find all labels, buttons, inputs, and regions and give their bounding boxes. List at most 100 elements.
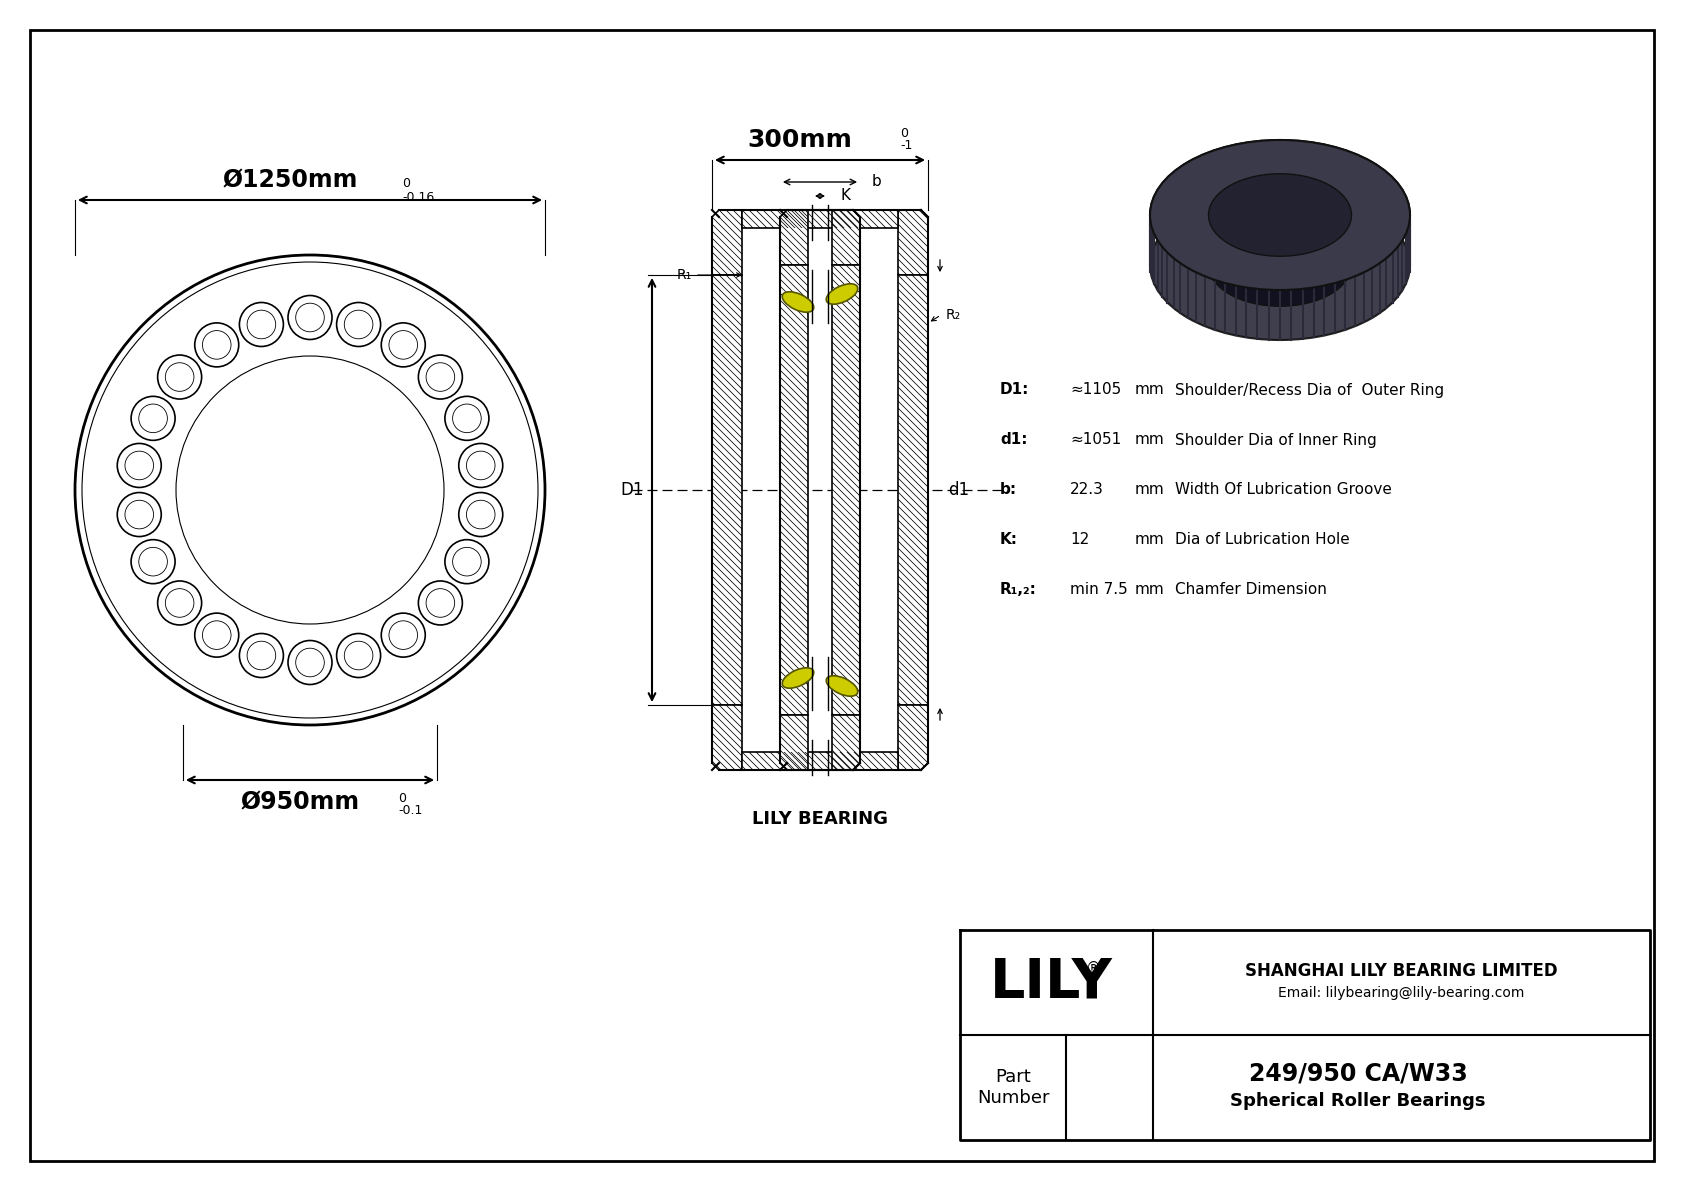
Circle shape: [184, 363, 438, 617]
Circle shape: [118, 493, 162, 537]
Circle shape: [76, 255, 546, 725]
Text: b:: b:: [1000, 482, 1017, 498]
Circle shape: [248, 641, 276, 669]
Text: Email: lilybearing@lily-bearing.com: Email: lilybearing@lily-bearing.com: [1278, 985, 1524, 999]
Text: ≈1051: ≈1051: [1069, 432, 1122, 448]
Circle shape: [158, 355, 202, 399]
Circle shape: [177, 356, 445, 624]
Circle shape: [418, 581, 463, 625]
Text: Dia of Lubrication Hole: Dia of Lubrication Hole: [1175, 532, 1351, 548]
Bar: [1384, 181, 1394, 187]
Circle shape: [131, 397, 175, 441]
Polygon shape: [780, 266, 808, 715]
Circle shape: [466, 451, 495, 480]
Polygon shape: [712, 705, 743, 771]
Circle shape: [296, 648, 325, 676]
Text: min 7.5: min 7.5: [1069, 582, 1128, 598]
Text: Spherical Roller Bearings: Spherical Roller Bearings: [1231, 1092, 1485, 1110]
Text: b: b: [872, 175, 882, 189]
Bar: [1398, 212, 1408, 218]
Ellipse shape: [827, 675, 857, 697]
Circle shape: [158, 581, 202, 625]
Text: LILY: LILY: [990, 955, 1113, 1010]
Text: -0.16: -0.16: [402, 191, 434, 204]
Circle shape: [381, 323, 426, 367]
Text: R₁,₂:: R₁,₂:: [1000, 582, 1037, 598]
Circle shape: [445, 540, 488, 584]
Text: R₁: R₁: [677, 268, 692, 282]
Text: -1: -1: [899, 139, 913, 152]
Circle shape: [239, 303, 283, 347]
Text: 22.3: 22.3: [1069, 482, 1105, 498]
Ellipse shape: [827, 283, 857, 304]
Ellipse shape: [1209, 174, 1352, 256]
Text: Ø1250mm: Ø1250mm: [222, 168, 357, 192]
Circle shape: [426, 363, 455, 392]
Bar: [1351, 268, 1361, 274]
Bar: [1302, 281, 1312, 287]
Polygon shape: [832, 715, 861, 771]
Text: d1: d1: [948, 481, 968, 499]
Circle shape: [458, 493, 504, 537]
Circle shape: [195, 613, 239, 657]
Polygon shape: [743, 752, 898, 771]
Bar: [1165, 243, 1175, 249]
Circle shape: [458, 443, 504, 487]
Text: K:: K:: [1000, 532, 1019, 548]
Polygon shape: [832, 266, 861, 715]
Circle shape: [337, 634, 381, 678]
Ellipse shape: [1150, 191, 1410, 339]
Circle shape: [344, 641, 372, 669]
Circle shape: [165, 363, 194, 392]
Text: d1:: d1:: [1000, 432, 1027, 448]
Text: 0: 0: [397, 792, 406, 805]
Text: R₂: R₂: [946, 308, 962, 322]
Circle shape: [138, 548, 167, 576]
Text: D1: D1: [620, 481, 643, 499]
Circle shape: [131, 540, 175, 584]
Polygon shape: [898, 275, 928, 705]
Ellipse shape: [1150, 141, 1410, 289]
Text: 249/950 CA/W33: 249/950 CA/W33: [1250, 1061, 1467, 1085]
Text: -0.1: -0.1: [397, 804, 423, 817]
Text: mm: mm: [1135, 582, 1165, 598]
Text: 0: 0: [899, 127, 908, 141]
Polygon shape: [898, 705, 928, 771]
Ellipse shape: [1209, 174, 1352, 256]
Bar: [1199, 268, 1209, 274]
Text: D1:: D1:: [1000, 382, 1029, 398]
Circle shape: [165, 588, 194, 617]
Circle shape: [239, 634, 283, 678]
Circle shape: [453, 548, 482, 576]
Bar: [1165, 181, 1175, 187]
Circle shape: [118, 443, 162, 487]
Circle shape: [445, 397, 488, 441]
Circle shape: [288, 641, 332, 685]
Text: mm: mm: [1135, 482, 1165, 498]
Text: Width Of Lubrication Groove: Width Of Lubrication Groove: [1175, 482, 1393, 498]
Polygon shape: [712, 210, 743, 275]
Circle shape: [118, 298, 502, 682]
Circle shape: [426, 588, 455, 617]
Text: 300mm: 300mm: [748, 127, 852, 152]
Circle shape: [418, 355, 463, 399]
Polygon shape: [712, 275, 743, 705]
Text: mm: mm: [1135, 382, 1165, 398]
Text: LILY BEARING: LILY BEARING: [753, 810, 887, 828]
Circle shape: [202, 331, 231, 360]
Text: Ø950mm: Ø950mm: [241, 790, 360, 813]
Circle shape: [125, 500, 153, 529]
Circle shape: [125, 451, 153, 480]
Text: Chamfer Dimension: Chamfer Dimension: [1175, 582, 1327, 598]
Polygon shape: [743, 210, 898, 227]
Bar: [1199, 156, 1209, 162]
Circle shape: [381, 613, 426, 657]
Polygon shape: [780, 210, 808, 266]
Bar: [1248, 281, 1258, 287]
Text: mm: mm: [1135, 432, 1165, 448]
Text: ≈1105: ≈1105: [1069, 382, 1122, 398]
Ellipse shape: [1209, 224, 1352, 306]
Circle shape: [138, 404, 167, 432]
Text: 0: 0: [402, 177, 409, 191]
Text: SHANGHAI LILY BEARING LIMITED: SHANGHAI LILY BEARING LIMITED: [1244, 961, 1558, 979]
